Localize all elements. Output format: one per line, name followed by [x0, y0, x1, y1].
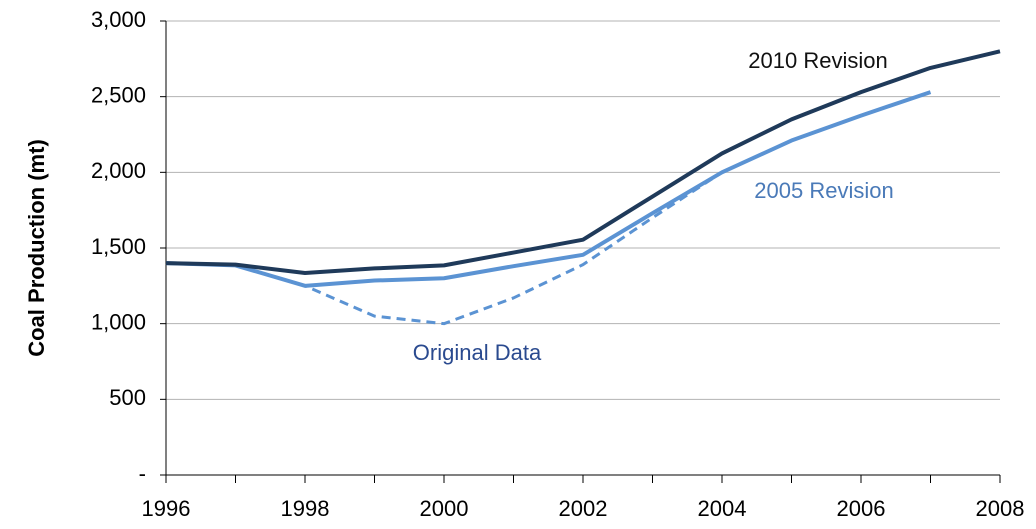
- y-tick-label: 500: [109, 385, 146, 410]
- x-tick-label: 2008: [976, 496, 1025, 521]
- y-tick-label: 2,500: [91, 82, 146, 107]
- series-label: 2010 Revision: [748, 48, 887, 73]
- line-series: [165, 90, 932, 288]
- x-tick-label: 1996: [142, 496, 191, 521]
- x-tick-label: 2004: [698, 496, 747, 521]
- line-series: [165, 49, 1001, 275]
- y-tick-label: 2,000: [91, 158, 146, 183]
- y-tick-label: 1,500: [91, 234, 146, 259]
- x-tick-label: 2002: [559, 496, 608, 521]
- x-tick-label: 2000: [420, 496, 469, 521]
- x-tick-label: 2006: [837, 496, 886, 521]
- series-label: 2005 Revision: [754, 178, 893, 203]
- y-tick-label: 3,000: [91, 7, 146, 32]
- series-label: Original Data: [413, 340, 542, 365]
- y-axis-label: Coal Production (mt): [24, 139, 49, 357]
- y-tick-label: -: [139, 461, 146, 486]
- y-tick-label: 1,000: [91, 309, 146, 334]
- x-tick-label: 1998: [281, 496, 330, 521]
